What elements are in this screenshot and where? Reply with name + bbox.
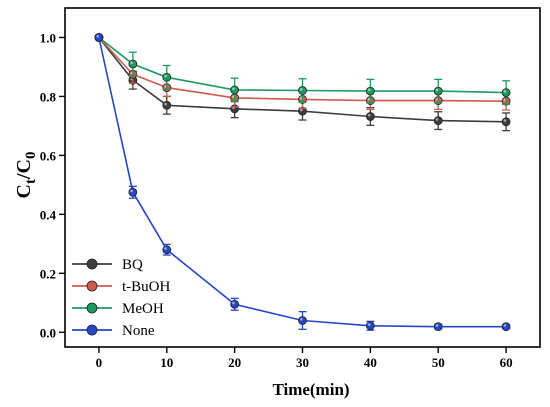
series-none xyxy=(94,33,511,332)
data-point-bq xyxy=(433,116,443,126)
plot-frame xyxy=(64,7,541,348)
y-tick-label: 0.4 xyxy=(40,207,57,222)
legend: BQ t-BuOH MeOH None xyxy=(72,257,171,339)
legend-marker-meoh xyxy=(86,302,98,314)
y-tick-label: 0.0 xyxy=(40,325,56,340)
data-point-highlight-bq xyxy=(164,102,167,106)
data-point-meoh xyxy=(230,85,240,95)
data-point-highlight-bq xyxy=(300,108,303,112)
series-meoh xyxy=(94,33,511,106)
legend-label-t-buoh: t-BuOH xyxy=(122,279,171,295)
x-tick-label: 60 xyxy=(500,355,513,370)
data-point-highlight-meoh xyxy=(435,88,439,92)
data-point-none xyxy=(230,299,240,309)
data-point-highlight-meoh xyxy=(130,61,133,65)
data-point-highlight-none xyxy=(503,324,507,327)
data-point-highlight-none xyxy=(164,247,167,250)
data-point-highlight-none xyxy=(96,34,100,38)
legend-marker-none xyxy=(86,324,98,336)
data-point-highlight-meoh xyxy=(300,88,303,91)
data-point-highlight-none xyxy=(300,317,303,321)
y-tick-label: 0.8 xyxy=(40,89,57,104)
legend-label-bq: BQ xyxy=(122,257,143,273)
y-tick-label: 0.2 xyxy=(40,266,56,281)
series-line-t-buoh xyxy=(98,36,507,102)
data-point-highlight-bq xyxy=(503,119,507,122)
data-point-highlight-none xyxy=(435,324,439,327)
x-tick-label: 40 xyxy=(364,355,377,370)
x-axis-label: Time(min) xyxy=(272,380,349,399)
data-point-highlight-meoh xyxy=(503,90,507,93)
legend-label-meoh: MeOH xyxy=(122,301,164,317)
data-point-meoh xyxy=(128,59,138,69)
data-point-none xyxy=(433,322,443,332)
x-tick-label: 20 xyxy=(228,355,241,370)
data-point-bq xyxy=(162,100,172,110)
y-axis-label-base: C xyxy=(13,184,35,198)
data-point-highlight-meoh xyxy=(164,74,167,78)
data-point-none xyxy=(128,187,138,197)
x-tick-label: 50 xyxy=(432,355,445,370)
y-axis-label-slash: /C xyxy=(13,159,35,180)
legend-label-none: None xyxy=(122,323,155,339)
data-point-highlight-bq xyxy=(435,118,439,121)
series-line-bq xyxy=(98,37,507,123)
data-point-highlight-meoh xyxy=(367,88,371,92)
legend-marker-bq xyxy=(86,258,98,270)
data-point-highlight-none xyxy=(367,323,371,326)
data-point-none xyxy=(365,321,375,331)
series-line-meoh xyxy=(98,36,507,94)
y-axis-label-sub-0: 0 xyxy=(23,152,39,160)
data-point-highlight-bq xyxy=(367,113,371,117)
y-tick-label: 0.6 xyxy=(40,148,57,163)
data-point-meoh xyxy=(433,86,443,96)
data-point-none xyxy=(501,322,511,332)
data-point-none xyxy=(162,245,172,255)
axes: 0 10 20 30 40 50 60 0.0 0.2 0.4 0.6 0.8 1.0 xyxy=(40,7,541,370)
y-tick-label: 1.0 xyxy=(40,30,56,45)
data-point-bq xyxy=(501,117,511,127)
data-point-none xyxy=(298,316,307,325)
data-point-highlight-none xyxy=(130,189,133,193)
data-point-none xyxy=(94,33,104,42)
data-point-highlight-meoh xyxy=(232,87,235,91)
x-tick-label: 10 xyxy=(160,355,173,370)
plot-area xyxy=(94,33,511,332)
data-point-meoh xyxy=(501,88,511,98)
data-point-highlight-none xyxy=(232,301,235,305)
data-point-meoh xyxy=(162,72,172,82)
x-tick-label: 0 xyxy=(96,355,103,370)
data-point-bq xyxy=(365,112,375,121)
x-tick-label: 30 xyxy=(296,355,309,370)
data-point-meoh xyxy=(298,86,307,95)
y-axis-label-sub-t: t xyxy=(23,179,39,184)
series-line-none xyxy=(98,37,507,328)
y-axis-label: Ct/C0 xyxy=(13,152,39,199)
data-point-meoh xyxy=(365,86,375,96)
legend-marker-t-buoh xyxy=(86,280,98,292)
